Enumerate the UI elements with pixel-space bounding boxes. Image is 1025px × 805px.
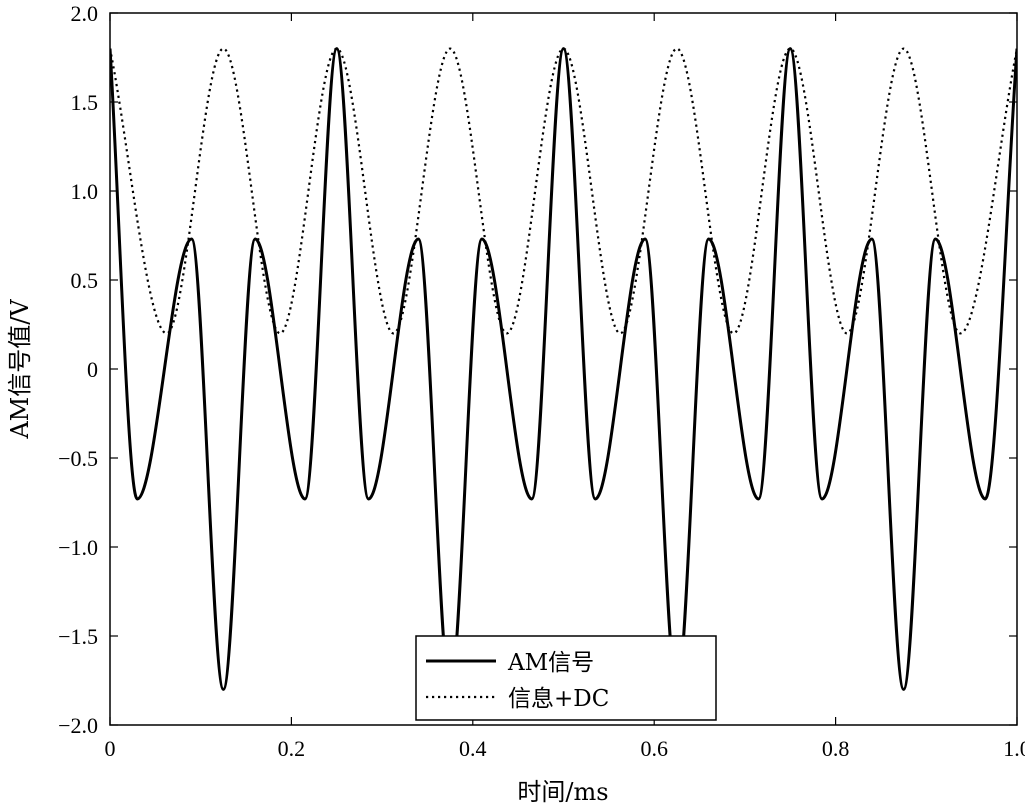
y-tick-label: 0 bbox=[87, 357, 98, 382]
series-info-dc-line bbox=[110, 47, 1017, 335]
x-tick-label: 0.8 bbox=[822, 736, 850, 761]
y-tick-label: −1.5 bbox=[58, 624, 98, 649]
y-tick-label: 1.0 bbox=[71, 179, 99, 204]
legend-box bbox=[415, 635, 717, 721]
y-tick-label: −2.0 bbox=[58, 713, 98, 738]
y-tick-label: 1.5 bbox=[71, 90, 99, 115]
x-tick-label: 0.6 bbox=[640, 736, 668, 761]
plot-frame bbox=[109, 12, 1018, 726]
x-axis-title: 时间/ms bbox=[517, 778, 608, 805]
y-axis-title: AM信号值/V bbox=[6, 299, 34, 440]
legend-label-am: AM信号 bbox=[507, 650, 594, 676]
x-tick-label: 1.0 bbox=[1003, 736, 1025, 761]
y-tick-label: 0.5 bbox=[71, 268, 99, 293]
y-tick-label: 2.0 bbox=[71, 1, 99, 26]
y-tick-label: −1.0 bbox=[58, 535, 98, 560]
legend-label-info: 信息+DC bbox=[508, 686, 609, 712]
x-tick-label: 0 bbox=[105, 736, 116, 761]
x-tick-label: 0.4 bbox=[459, 736, 487, 761]
series-am-signal-line bbox=[110, 47, 1017, 691]
x-tick-label: 0.2 bbox=[278, 736, 306, 761]
y-tick-label: −0.5 bbox=[58, 446, 98, 471]
legend: AM信号 信息+DC bbox=[415, 635, 717, 721]
